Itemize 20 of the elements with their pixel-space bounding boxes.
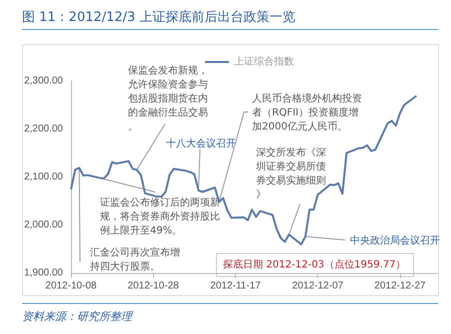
y-tick-label: 2,200.00 <box>24 124 64 134</box>
annotation: 人民币合格境外机构投资者（RQFII）投资额度增加2000亿元人民币。 <box>252 92 362 132</box>
chart-title: 图 11：2012/12/3 上证探底前后出台政策一览 <box>22 8 438 30</box>
y-tick-label: 2,300.00 <box>24 76 64 86</box>
annotation: 深交所发布《深圳证券交易所债券交易实施细则》 <box>255 146 326 200</box>
y-tick-label: 2,100.00 <box>24 172 64 182</box>
annotation: 探底日期 2012-12-03（点位1959.77） <box>223 258 406 270</box>
annotation: 汇金公司再次宣布增持四大行股票。 <box>90 246 180 272</box>
y-tick-label: 2,000.00 <box>24 220 64 230</box>
x-tick-label: 2012-10-28 <box>128 280 180 292</box>
annotation: 十八大会议召开 <box>166 138 236 150</box>
text: 资料来源：研究所整理 <box>22 303 438 324</box>
annotation: 中央政治局会议召开 <box>350 234 440 246</box>
legend-label: 上证综合指数 <box>234 56 294 68</box>
x-tick-label: 2012-12-27 <box>374 280 426 292</box>
x-tick-label: 2012-12-07 <box>292 280 344 292</box>
annotation: 保监会发布新规，允许保险资金参与包括股指期货在内的金融衍生品交易。 <box>128 64 208 132</box>
x-tick-label: 2012-11-17 <box>210 280 262 292</box>
x-tick-label: 2012-10-08 <box>45 280 98 292</box>
y-tick-label: 1,900.00 <box>24 268 64 278</box>
